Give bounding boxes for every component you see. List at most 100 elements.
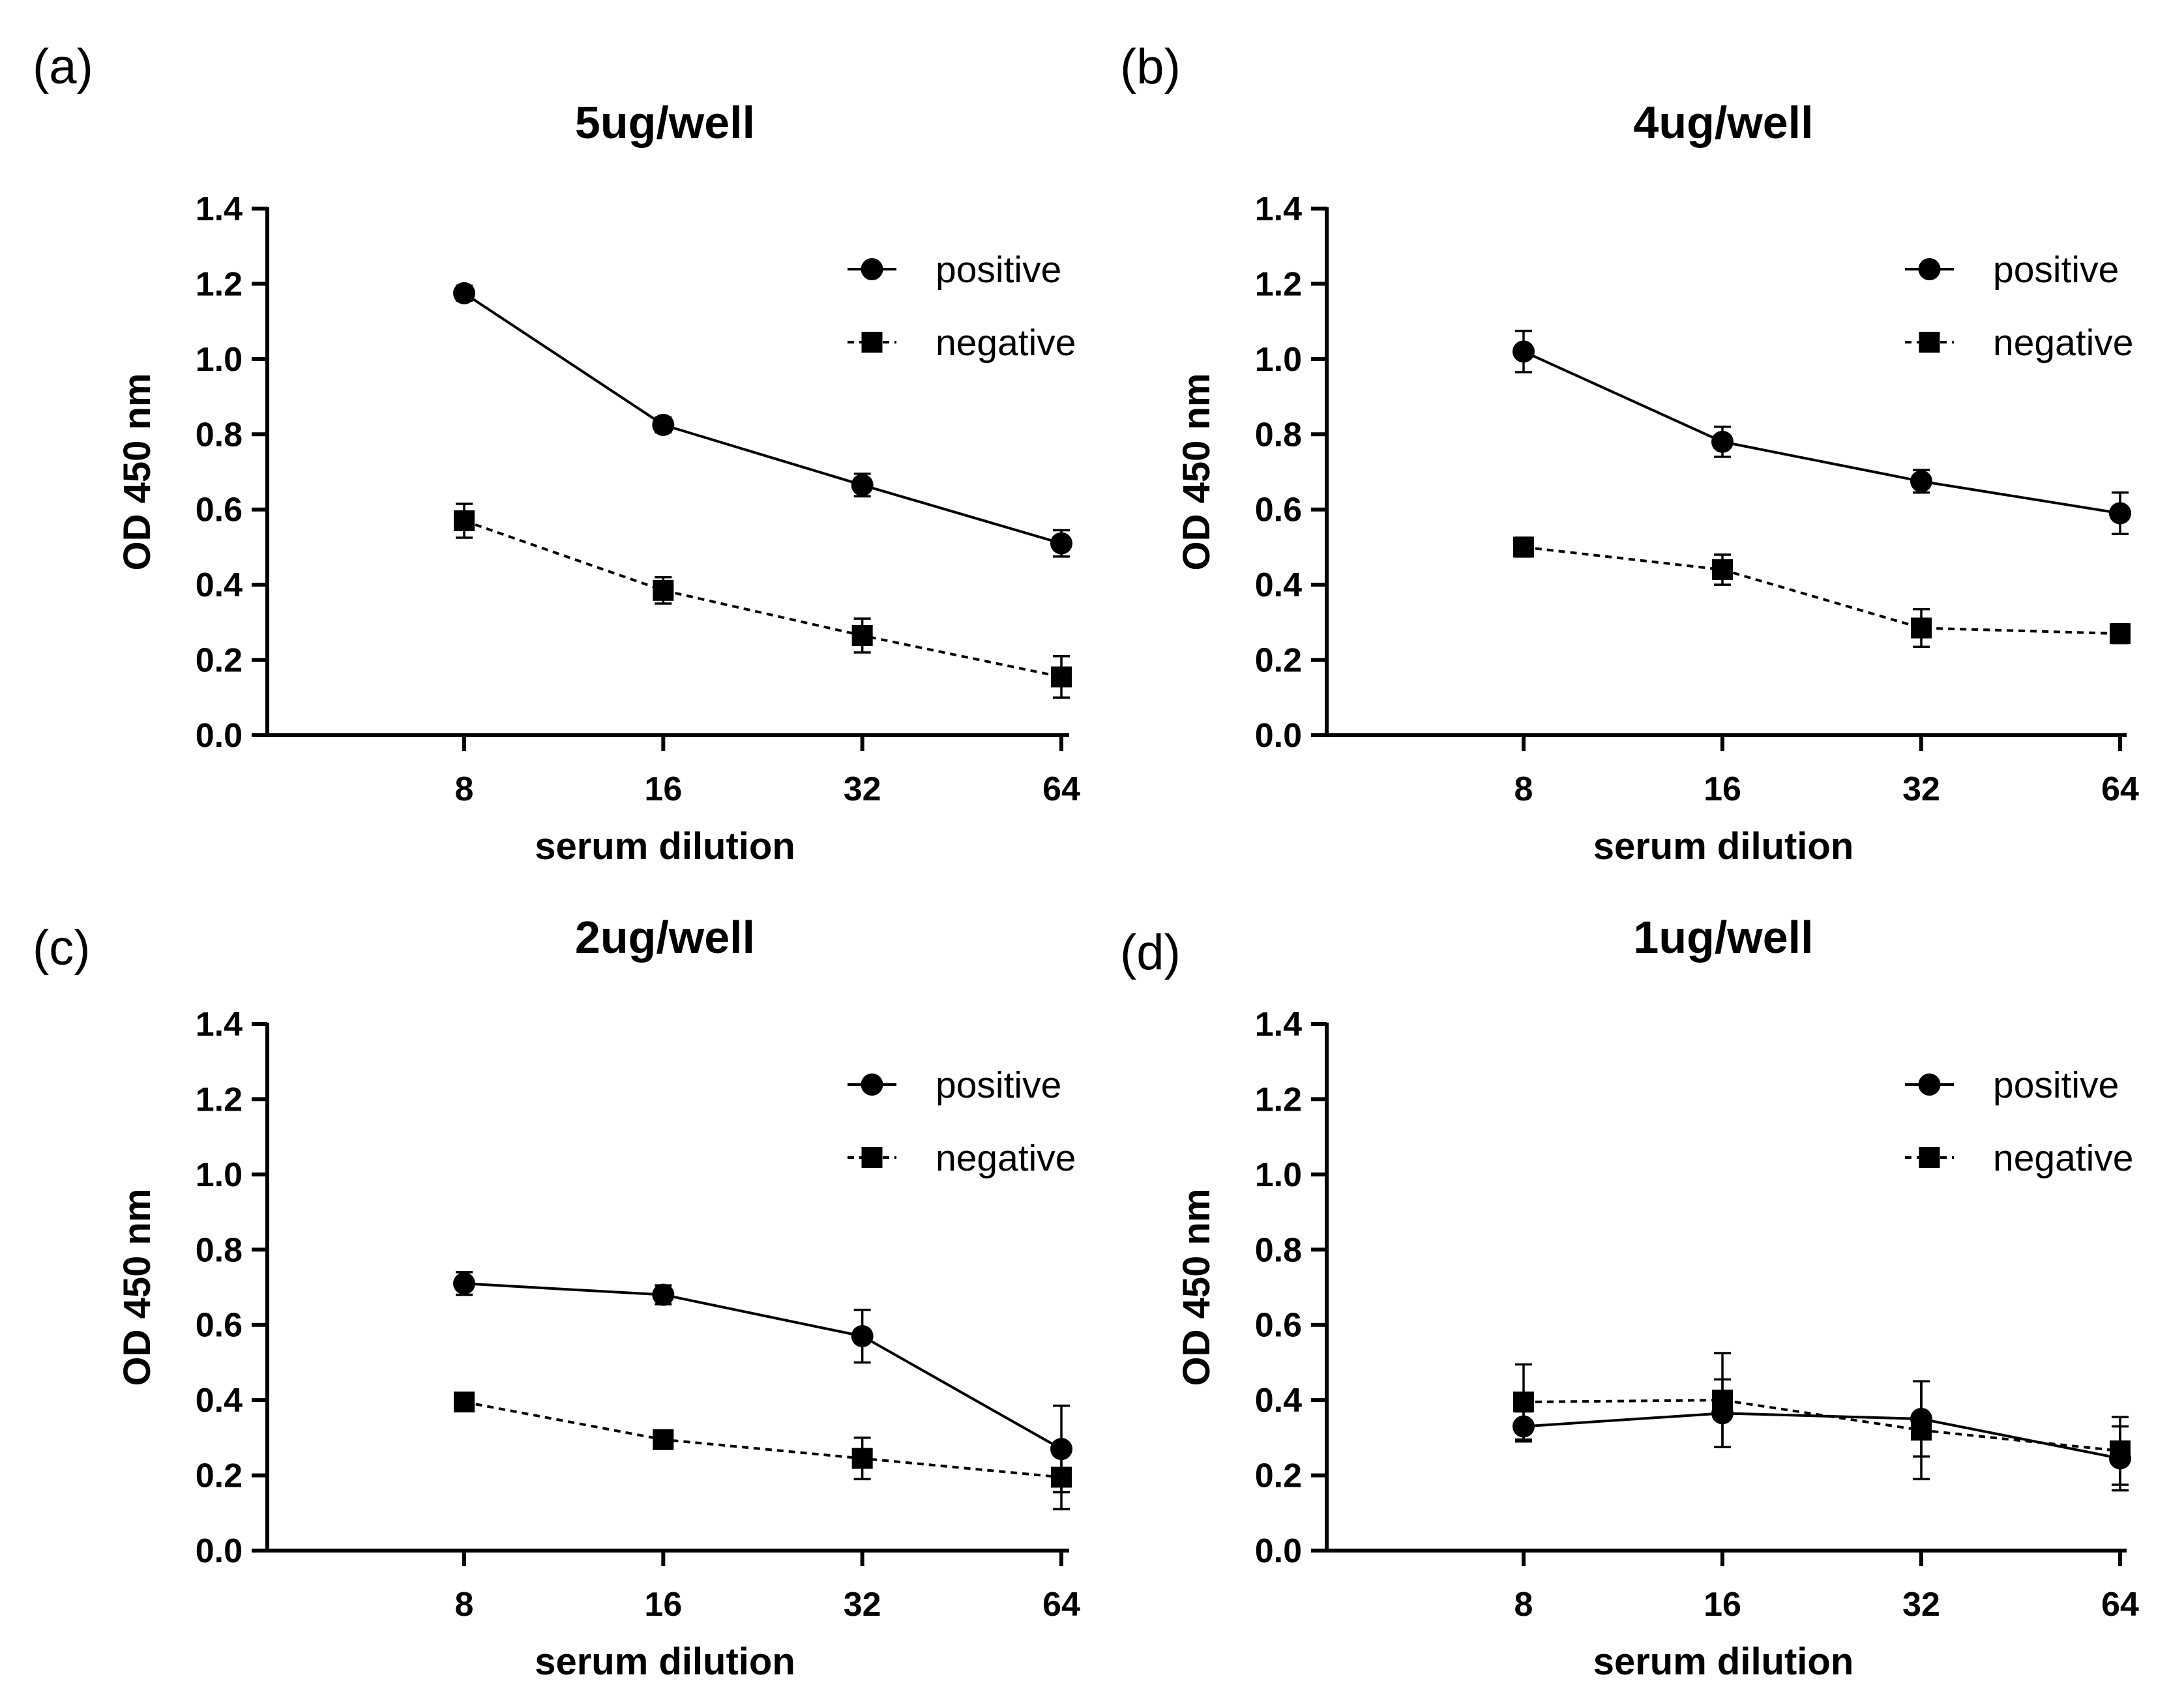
y-tick-label: 0.0 [1255, 1532, 1302, 1570]
x-tick-label: 32 [844, 1586, 881, 1624]
chart-title: 1ug/well [1633, 912, 1813, 963]
data-point [652, 413, 675, 436]
y-tick-label: 0.4 [196, 1382, 243, 1420]
y-tick-label: 1.2 [1255, 265, 1302, 303]
y-tick-label: 0.2 [196, 1457, 243, 1495]
data-point [1712, 1390, 1733, 1411]
y-tick-label: 0.6 [1255, 1307, 1302, 1345]
legend-marker [1919, 332, 1940, 353]
series-negative [1513, 1352, 2131, 1486]
x-tick-label: 16 [644, 1586, 682, 1624]
chart-panel-b: (b) 4ug/well 0.0 0.2 0.4 0.6 0.8 1.0 1.2 1.4 8 16 32… [1120, 39, 2139, 868]
legend-marker [861, 332, 883, 353]
y-tick-label: 0.4 [1255, 1382, 1302, 1420]
series-line [1523, 1412, 2121, 1460]
legend-item-negative: negative [1905, 322, 2134, 364]
legend-item-negative: negative [848, 1137, 1076, 1179]
legend-marker [861, 1147, 883, 1168]
series-positive [1513, 329, 2131, 535]
panel-letter: (d) [1120, 925, 1181, 980]
legend-marker [1919, 1147, 1940, 1168]
x-axis-label: serum dilution [1593, 1641, 1854, 1683]
data-point [851, 625, 873, 647]
legend-item-negative: negative [848, 322, 1076, 364]
data-point [2109, 502, 2131, 525]
x-tick-label: 8 [1514, 1586, 1533, 1624]
legend-item-positive: positive [1905, 1064, 2119, 1106]
legend-item-positive: positive [848, 1064, 1061, 1106]
y-tick-label: 1.4 [1255, 190, 1302, 228]
data-point [2110, 623, 2131, 645]
y-axis-label: OD 450 nm [1175, 1189, 1218, 1386]
series-line [1523, 350, 2121, 515]
y-axis-label: OD 450 nm [116, 1189, 158, 1386]
panel-letter: (b) [1120, 39, 1181, 95]
y-tick-label: 1.2 [196, 1081, 243, 1118]
y-tick-label: 0.2 [1255, 642, 1302, 680]
legend-label: negative [936, 322, 1076, 364]
data-point [652, 1283, 675, 1306]
data-point [1513, 340, 1535, 363]
x-tick-label: 8 [455, 1586, 474, 1624]
chart-title: 5ug/well [575, 97, 755, 148]
x-tick-label: 16 [1704, 770, 1741, 808]
y-tick-label: 1.0 [196, 341, 243, 379]
x-tick-label: 64 [2101, 770, 2139, 808]
legend-label: negative [936, 1137, 1076, 1179]
data-point [454, 510, 475, 532]
data-point [1513, 536, 1534, 558]
y-tick-label: 0.0 [1255, 717, 1302, 755]
x-axis-label: serum dilution [535, 825, 795, 868]
legend-label: positive [1993, 1064, 2119, 1106]
series-line [463, 292, 1062, 545]
chart-panel-a: (a) 5ug/well 0.0 0.2 0.4 0.6 0.8 1.0 1.2 1.4 8 16 32… [33, 39, 1080, 868]
y-tick-label: 1.0 [1255, 341, 1302, 379]
x-tick-label: 64 [1042, 1586, 1080, 1624]
legend-marker [861, 1073, 883, 1096]
legend-item-positive: positive [848, 249, 1061, 291]
x-tick-label: 64 [1042, 770, 1080, 808]
legend-marker [1918, 1073, 1941, 1096]
series-line [1523, 1399, 2121, 1453]
data-point [454, 1392, 475, 1413]
series-negative [1513, 536, 2131, 649]
series-negative [454, 503, 1072, 699]
data-point [1513, 1392, 1534, 1413]
series-line [1523, 546, 2121, 635]
y-tick-label: 0.4 [196, 566, 243, 604]
x-tick-label: 8 [455, 770, 474, 808]
legend-label: positive [936, 249, 1061, 291]
y-tick-label: 0.6 [196, 1307, 243, 1345]
legend-marker [1918, 258, 1941, 280]
y-tick-label: 1.2 [1255, 1081, 1302, 1118]
legend-label: negative [1993, 1137, 2134, 1179]
series-line [464, 1401, 1062, 1479]
data-point [653, 1429, 674, 1450]
y-tick-label: 1.4 [196, 190, 243, 228]
data-point [1051, 666, 1072, 688]
legend-label: positive [936, 1064, 1061, 1106]
data-point [851, 1448, 873, 1469]
series-line [464, 519, 1062, 678]
data-point [1911, 1420, 1932, 1441]
series-line [464, 1282, 1062, 1450]
chart-title: 4ug/well [1633, 97, 1813, 148]
data-point [1051, 1466, 1072, 1488]
y-tick-label: 0.0 [196, 717, 243, 755]
series-negative [454, 1392, 1072, 1511]
y-tick-label: 0.0 [196, 1532, 243, 1570]
legend-item-negative: negative [1905, 1137, 2134, 1179]
x-tick-label: 64 [2101, 1586, 2139, 1624]
y-tick-label: 0.6 [196, 491, 243, 529]
legend-label: negative [1993, 322, 2134, 364]
data-point [2110, 1440, 2131, 1462]
x-tick-label: 16 [644, 770, 682, 808]
series-positive [453, 1271, 1072, 1494]
x-tick-label: 8 [1514, 770, 1533, 808]
y-tick-label: 1.2 [196, 265, 243, 303]
y-tick-label: 1.4 [196, 1006, 243, 1043]
y-tick-label: 1.0 [1255, 1156, 1302, 1194]
chart-panel-c: (c) 2ug/well 0.0 0.2 0.4 0.6 0.8 1.0 1.2 1.4 8 16 32… [33, 912, 1080, 1683]
y-axis-label: OD 450 nm [116, 373, 158, 571]
